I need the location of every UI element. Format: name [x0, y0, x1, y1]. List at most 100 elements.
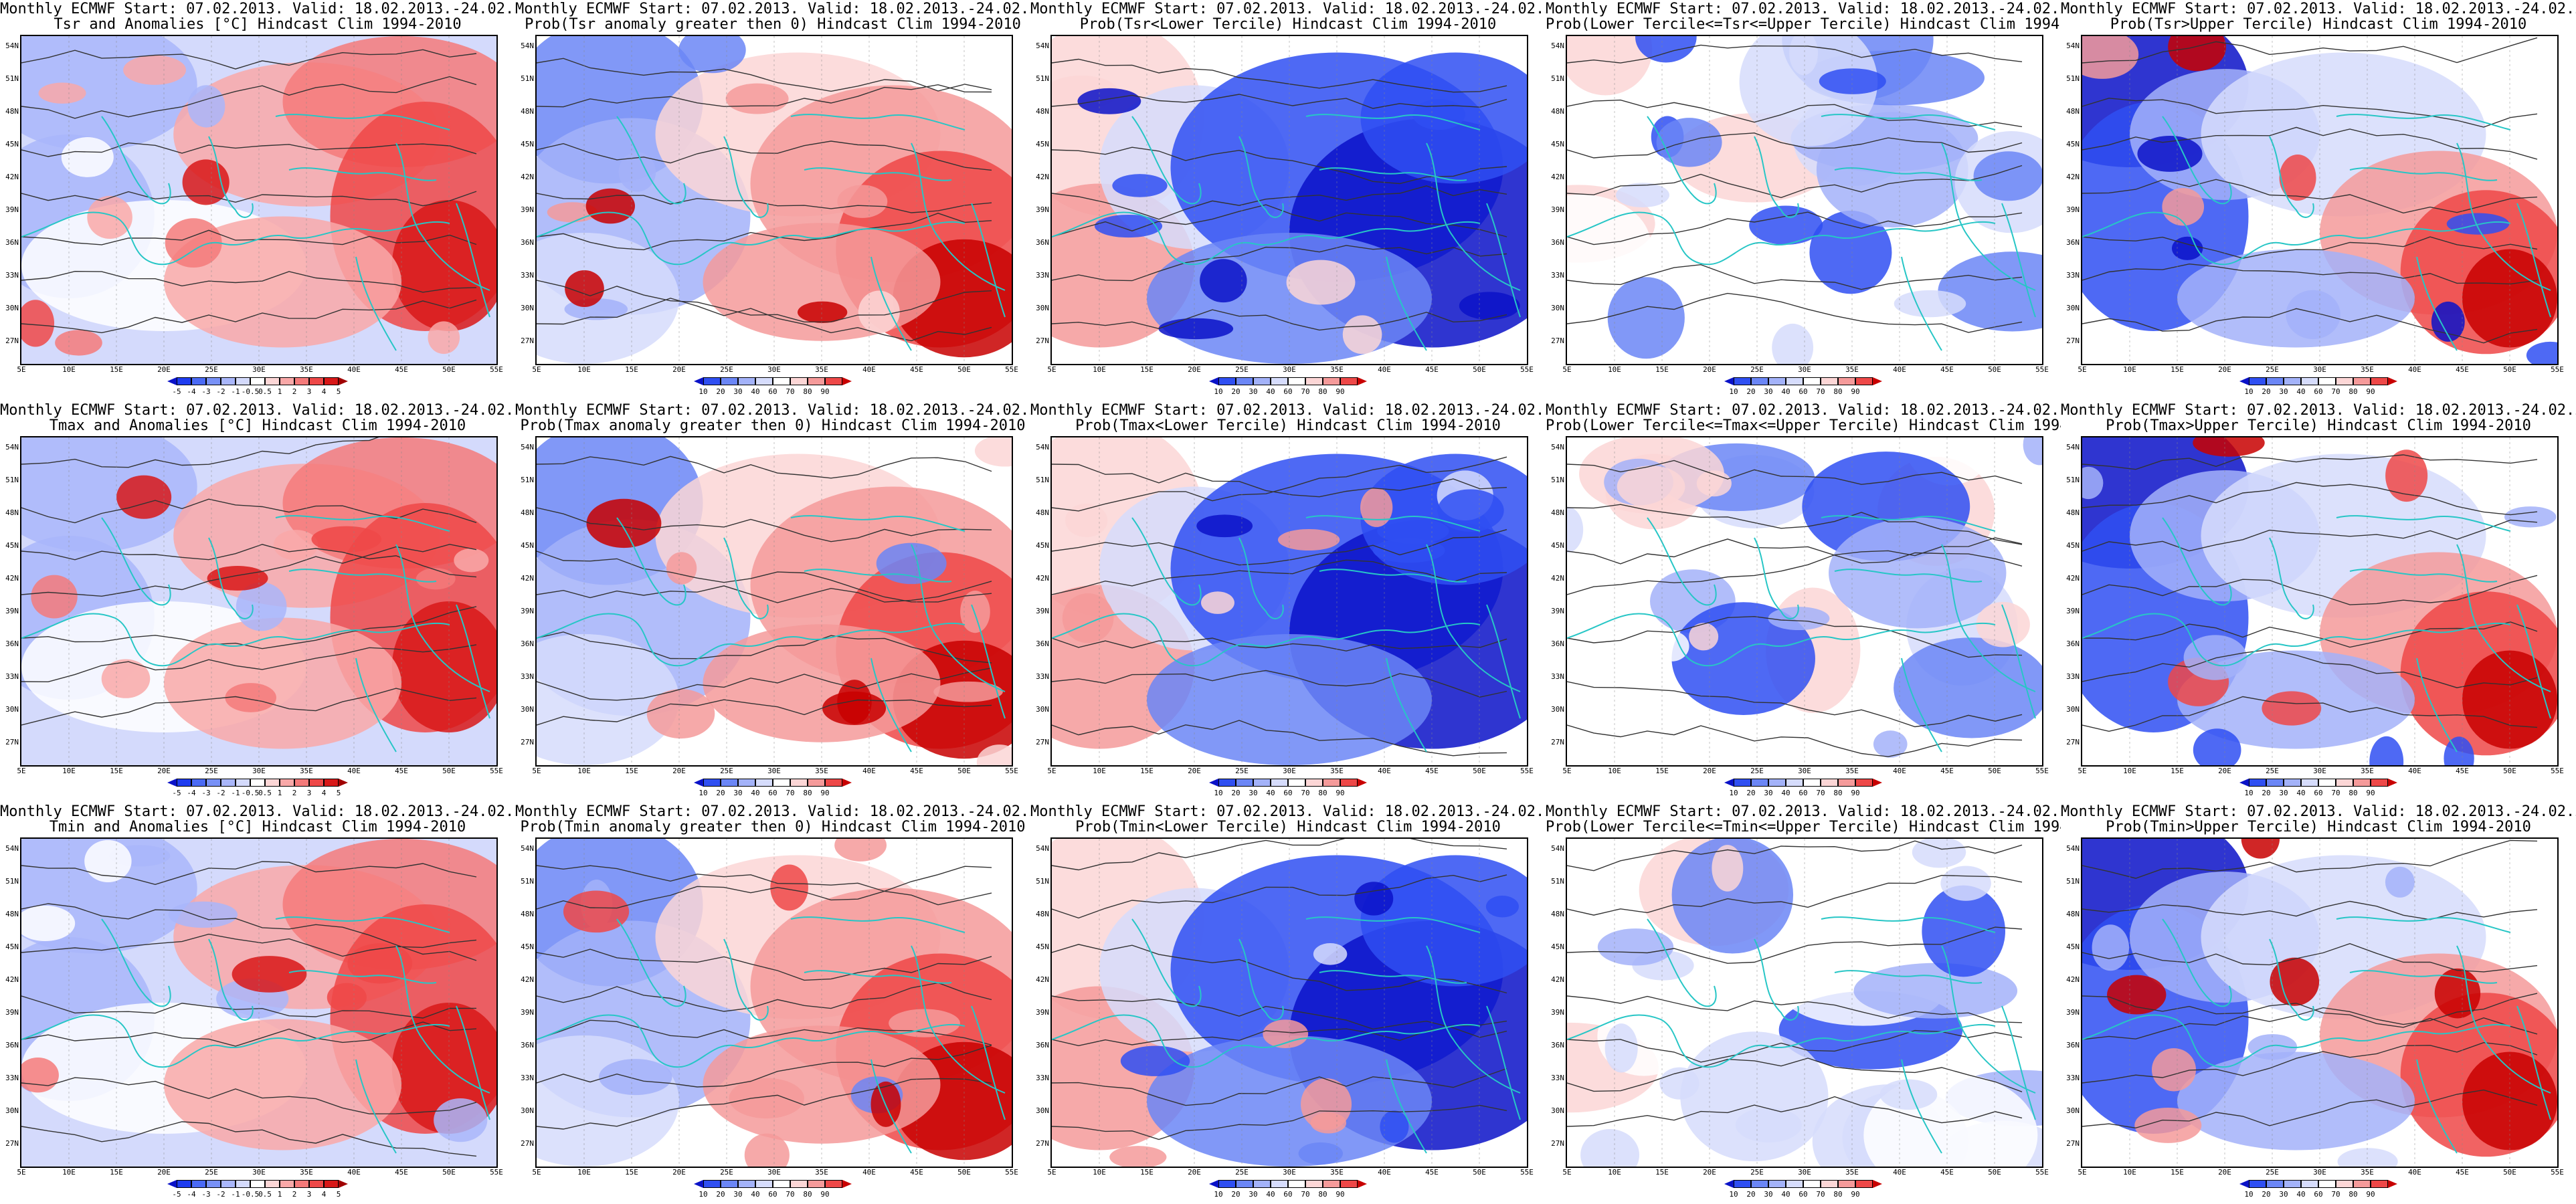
- field-patch: [797, 301, 848, 324]
- latitude-label: 51N: [1036, 876, 1049, 886]
- field-patch: [1200, 259, 1247, 303]
- colorbar-cell: [2336, 1180, 2353, 1188]
- latitude-label: 48N: [521, 106, 534, 116]
- temperature-contour: [537, 1078, 992, 1130]
- temperature-contour: [2082, 621, 2538, 648]
- coastline: [911, 945, 1006, 1094]
- longitude-label: 10E: [1608, 365, 1621, 374]
- field-patch: [164, 617, 401, 749]
- latitude-label: 48N: [521, 909, 534, 918]
- temperature-contour: [1567, 292, 2023, 333]
- colorbar-label: 10: [1729, 387, 1738, 396]
- temperature-contour: [2082, 519, 2538, 552]
- latitude-label: 27N: [521, 1138, 534, 1148]
- colorbar-label: 80: [1833, 1190, 1843, 1199]
- latitude-label: 42N: [521, 573, 534, 583]
- longitude-label: 25E: [2266, 767, 2279, 775]
- coastline: [723, 537, 769, 619]
- latitude-label: 48N: [1551, 106, 1564, 116]
- coastline: [1941, 945, 2036, 1094]
- colorbar-cell: [1855, 1180, 1873, 1188]
- longitude-label: 55E: [2551, 1168, 2564, 1177]
- longitude-label: 30E: [2313, 365, 2326, 374]
- coastline: [2269, 537, 2314, 619]
- coastline: [1941, 544, 2036, 692]
- field-patch: [1879, 1079, 1938, 1110]
- colorbar-cell: [755, 1180, 773, 1188]
- forecast-map-panel: Monthly ECMWF Start: 07.02.2013. Valid: …: [2061, 401, 2576, 803]
- field-patch: [84, 839, 132, 882]
- colorbar-cell: [1288, 1180, 1305, 1188]
- field-patch: [822, 691, 887, 725]
- field-patch: [834, 839, 887, 862]
- coastline: [1901, 658, 1942, 752]
- temperature-contour: [2082, 37, 2538, 64]
- longitude-label: 40E: [2408, 767, 2421, 775]
- latitude-label: 30N: [5, 704, 19, 714]
- coastline: [275, 114, 450, 130]
- colorbar-high-arrow: [2388, 1180, 2397, 1188]
- latitude-label: 54N: [2066, 442, 2080, 452]
- colorbar-cell: [2353, 1180, 2371, 1188]
- coastline: [1319, 970, 1467, 984]
- latitude-label: 51N: [2066, 876, 2080, 886]
- longitude-label: 5E: [17, 1168, 26, 1177]
- colorbar-label: 80: [1318, 387, 1327, 396]
- coastline: [456, 203, 490, 318]
- temperature-contour: [537, 865, 992, 906]
- colorbar-label: -1: [231, 387, 240, 396]
- field-patch: [1894, 637, 2042, 738]
- colorbar-high-arrow: [1873, 779, 1882, 787]
- colorbar-cell: [1218, 377, 1236, 385]
- coastline: [2516, 604, 2551, 719]
- temperature-contour: [21, 544, 477, 597]
- temperature-contour: [1052, 245, 1507, 282]
- temperature-contour: [537, 193, 992, 213]
- colorbar-label: 10: [699, 789, 708, 797]
- colorbar-cell: [703, 1180, 721, 1188]
- latitude-label: 27N: [1551, 336, 1564, 345]
- field-patch: [1689, 623, 1719, 651]
- field-patch: [563, 890, 630, 933]
- coastline: [288, 569, 437, 583]
- coastline: [1834, 569, 1983, 583]
- colorbar-label: 2: [292, 1190, 297, 1199]
- latitude-label: 33N: [521, 270, 534, 280]
- colorbar-label: 10: [2244, 387, 2253, 396]
- temperature-contour: [21, 933, 477, 957]
- longitude-label: 15E: [1140, 365, 1154, 374]
- field-patch: [1819, 68, 1886, 94]
- temperature-contour: [1567, 99, 2023, 128]
- colorbar-high-arrow: [842, 1180, 852, 1188]
- field-patch: [1109, 1146, 1167, 1167]
- longitude-label: 45E: [2456, 1168, 2469, 1177]
- map-field: [1567, 36, 2042, 364]
- field-patch: [598, 1059, 672, 1096]
- colorbar-cell: [773, 1180, 790, 1188]
- field-patch: [2193, 728, 2241, 765]
- forecast-map-panel: Monthly ECMWF Start: 07.02.2013. Valid: …: [0, 401, 515, 803]
- latitude-label: 45N: [1551, 540, 1564, 550]
- field-patch: [428, 321, 460, 355]
- longitude-label: 35E: [1845, 767, 1859, 775]
- colorbar-label: -4: [187, 789, 196, 797]
- latitude-label: 42N: [5, 172, 19, 181]
- colorbar-cell: [250, 1180, 265, 1188]
- colorbar-label: 10: [1729, 789, 1738, 797]
- colorbar-label: -5: [172, 387, 181, 396]
- colorbar-label: 70: [2331, 1190, 2340, 1199]
- map-field: [1052, 839, 1527, 1167]
- temperature-contour: [2082, 900, 2538, 920]
- map-area: [1050, 837, 1528, 1168]
- latitude-label: 45N: [521, 540, 534, 550]
- field-patch: [1112, 174, 1168, 197]
- longitude-label: 55E: [2551, 767, 2564, 775]
- colorbar-cell: [250, 779, 265, 787]
- panel-title-line1: Monthly ECMWF Start: 07.02.2013. Valid: …: [1546, 402, 2061, 419]
- forecast-map-panel: Monthly ECMWF Start: 07.02.2013. Valid: …: [1546, 0, 2061, 401]
- longitude-label: 40E: [1893, 1168, 1906, 1177]
- colorbar-cell: [1838, 377, 1855, 385]
- coastline: [2349, 970, 2498, 984]
- coastline: [2001, 203, 2036, 318]
- colorbar-label: 60: [768, 387, 777, 396]
